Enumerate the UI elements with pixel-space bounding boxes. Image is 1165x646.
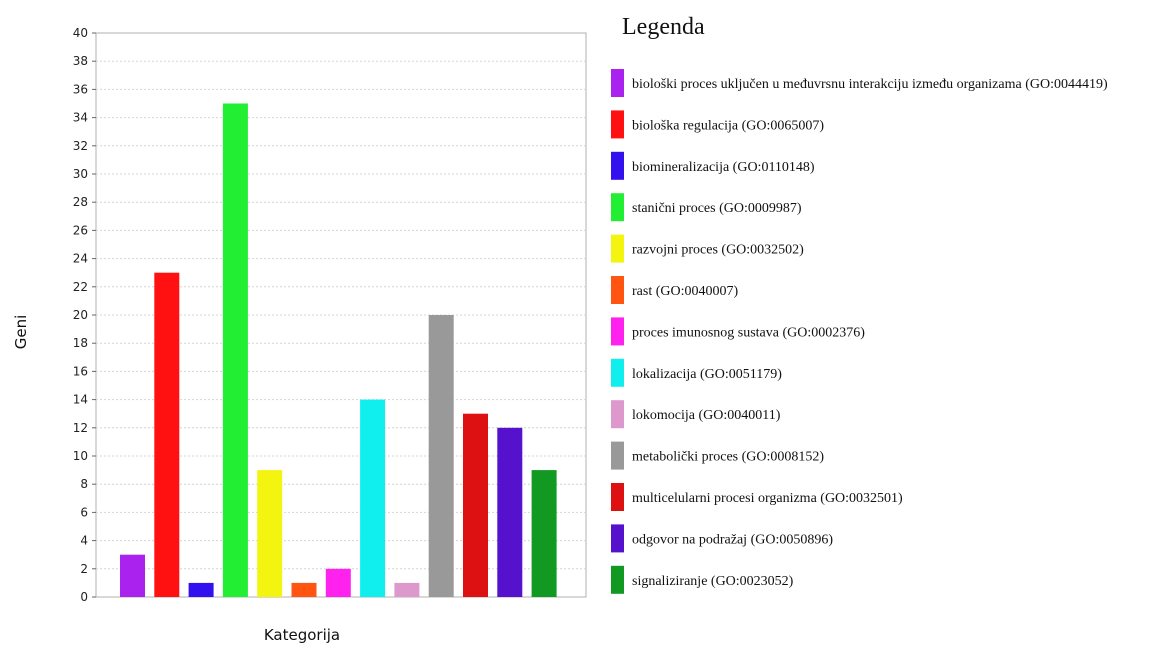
legend-swatch: [611, 524, 624, 553]
bar: [188, 582, 214, 597]
bar: [257, 470, 283, 597]
legend-swatch: [611, 441, 624, 470]
y-tick-label: 0: [80, 590, 88, 604]
bar: [497, 427, 523, 597]
y-tick-label: 38: [73, 54, 88, 68]
bar: [531, 470, 557, 597]
legend-swatch: [611, 276, 624, 304]
y-tick-label: 14: [73, 393, 88, 407]
legend-swatch: [611, 400, 624, 429]
legend-swatch: [611, 234, 624, 263]
legend-swatch: [611, 483, 624, 511]
y-tick-label: 34: [73, 111, 88, 125]
bar: [463, 413, 488, 597]
legend-swatch: [611, 151, 624, 180]
y-tick-label: 12: [73, 421, 88, 435]
legend-label: biološki proces uključen u međuvrsnu int…: [632, 77, 1108, 92]
y-tick-label: 20: [73, 308, 88, 322]
x-axis-title: Kategorija: [264, 626, 340, 644]
legend-label: metabolički proces (GO:0008152): [632, 450, 824, 465]
y-tick-label: 18: [73, 336, 88, 350]
legend-label: odgovor na podražaj (GO:0050896): [632, 532, 833, 547]
legend-label: multicelularni procesi organizma (GO:003…: [632, 491, 903, 506]
legend-swatch: [611, 110, 624, 139]
bar: [325, 568, 351, 597]
legend-swatch: [611, 193, 624, 222]
legend-swatch: [611, 317, 624, 346]
bar: [394, 582, 420, 597]
y-axis-title: Geni: [12, 315, 30, 350]
legend-swatch: [611, 69, 624, 97]
y-tick-label: 4: [80, 534, 88, 548]
y-tick-label: 10: [73, 449, 88, 463]
y-tick-label: 24: [73, 252, 88, 266]
y-tick-label: 2: [80, 562, 88, 576]
legend-swatch: [611, 565, 624, 594]
y-tick-label: 30: [73, 167, 88, 181]
y-tick-label: 36: [73, 82, 88, 96]
legend-label: proces imunosnog sustava (GO:0002376): [632, 325, 865, 340]
y-tick-label: 32: [73, 139, 88, 153]
bar: [291, 582, 317, 597]
legend-label: biološka regulacija (GO:0065007): [632, 118, 824, 133]
bar: [154, 272, 180, 597]
y-tick-label: 26: [73, 223, 88, 237]
bar: [360, 399, 386, 597]
bars: [120, 103, 557, 597]
y-tick-label: 6: [80, 505, 88, 519]
y-tick-label: 28: [73, 195, 88, 209]
legend-label: biomineralizacija (GO:0110148): [632, 160, 815, 175]
legend-label: stanični proces (GO:0009987): [632, 201, 802, 216]
legend-title: Legenda: [622, 14, 705, 40]
legend-label: razvojni proces (GO:0032502): [632, 243, 804, 258]
y-tick-label: 8: [80, 477, 88, 491]
legend-label: lokomocija (GO:0040011): [632, 408, 781, 423]
bar: [428, 315, 454, 597]
legend-label: signaliziranje (GO:0023052): [632, 574, 794, 589]
y-tick-label: 16: [73, 364, 88, 378]
legend-label: lokalizacija (GO:0051179): [632, 367, 782, 382]
y-tick-label: 22: [73, 280, 88, 294]
legend: biološki proces uključen u međuvrsnu int…: [611, 69, 1108, 594]
legend-label: rast (GO:0040007): [632, 284, 738, 299]
bar: [120, 554, 145, 597]
bar: [222, 103, 248, 597]
y-tick-label: 40: [73, 26, 88, 40]
legend-swatch: [611, 358, 624, 387]
